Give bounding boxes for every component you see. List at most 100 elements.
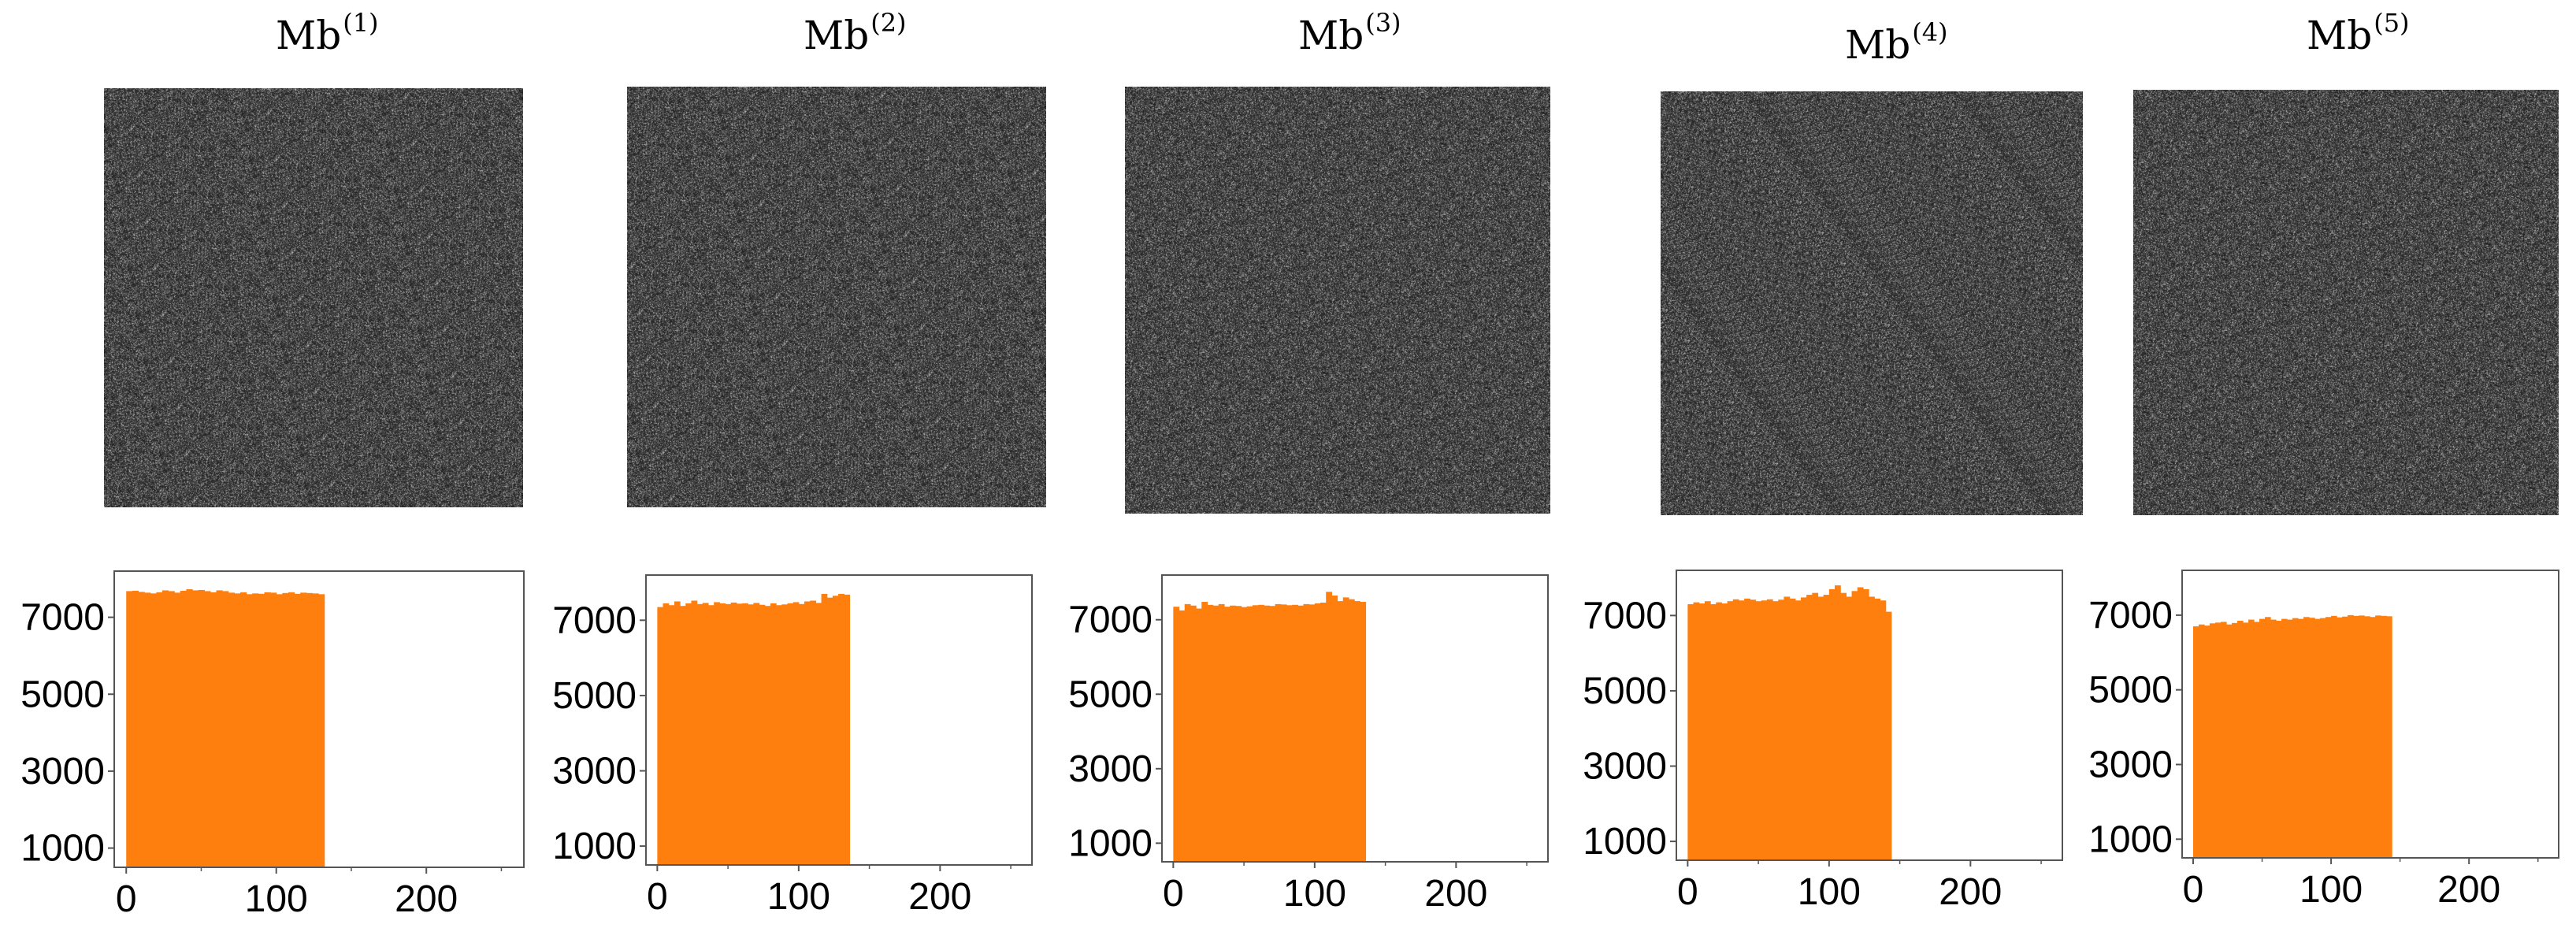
histogram-bar — [826, 597, 833, 865]
histogram-bar — [2331, 615, 2337, 858]
histogram-bar — [2287, 619, 2293, 858]
histogram-bar — [1761, 600, 1768, 860]
histogram-bar — [222, 591, 229, 867]
histogram-bar — [1738, 600, 1745, 860]
histogram-bar — [1246, 606, 1253, 862]
histogram-bar — [2337, 617, 2343, 858]
histogram-bar — [2254, 622, 2260, 858]
x-tick-label: 0 — [1677, 871, 1698, 913]
histogram-bar — [804, 601, 811, 865]
histogram-bar — [312, 593, 319, 867]
histogram-bar — [781, 604, 789, 865]
histogram-bar — [276, 594, 283, 867]
panel-title-1: Mb(1) — [276, 8, 379, 58]
panel-title-2: Mb(2) — [804, 8, 907, 58]
noise-texture — [104, 88, 523, 507]
histogram-bar — [1766, 599, 1773, 860]
histogram-bar — [270, 592, 277, 867]
histogram-bar — [1755, 601, 1762, 860]
histogram-bar — [1241, 607, 1248, 862]
histogram-bar — [258, 593, 265, 867]
histogram-bar — [714, 602, 720, 865]
plot-frame — [113, 570, 525, 868]
histogram-bar — [1800, 597, 1807, 860]
histogram-bar — [691, 600, 698, 865]
histogram-bar — [776, 605, 782, 865]
histogram-bar — [1880, 600, 1887, 860]
histogram-bar — [2259, 618, 2266, 858]
histogram-bar — [2325, 617, 2332, 858]
histogram-bar — [2359, 615, 2365, 858]
histogram-bar — [707, 605, 715, 865]
histogram-bar — [663, 603, 670, 865]
histogram-bar — [1331, 596, 1338, 862]
histogram-bar — [264, 592, 271, 867]
histogram-bar — [2215, 622, 2222, 858]
histogram-bar — [1693, 602, 1700, 860]
x-tick-label: 200 — [908, 876, 971, 918]
histogram-bar — [680, 606, 686, 865]
histogram-bar — [821, 593, 828, 865]
histogram-bar — [1320, 602, 1327, 862]
y-tick-label: 3000 — [2088, 744, 2173, 785]
y-tick-label: 1000 — [552, 826, 637, 867]
histogram-bar — [685, 603, 692, 865]
histogram-bar — [1823, 595, 1830, 860]
histogram-bar — [832, 596, 839, 865]
histogram-bar — [2320, 618, 2326, 858]
noise-texture — [2133, 90, 2559, 515]
histogram-bar — [2370, 617, 2376, 858]
histogram-bar — [1275, 603, 1282, 862]
histogram-bar — [844, 594, 851, 865]
plot-frame — [1161, 574, 1549, 863]
histogram-bar — [725, 603, 732, 865]
histogram-bar — [2348, 614, 2354, 858]
histogram-bar — [144, 592, 151, 867]
histogram-bar — [2309, 618, 2315, 858]
histogram-bar — [150, 593, 157, 867]
histogram-bar — [168, 591, 175, 867]
histogram-bar — [282, 592, 289, 867]
noise-texture — [1661, 91, 2083, 515]
histogram-bar — [764, 606, 771, 865]
histogram-bar — [2270, 619, 2277, 858]
histogram-bar — [2193, 626, 2199, 858]
plot-frame — [2181, 570, 2559, 859]
histogram-bar — [770, 603, 777, 865]
histogram-bar — [1698, 603, 1706, 860]
histogram-bar — [1303, 603, 1310, 862]
histogram-bar — [1223, 607, 1230, 862]
histogram-bar — [1207, 604, 1214, 862]
histogram-bar — [1846, 596, 1853, 860]
histogram-bar — [126, 591, 133, 867]
plot-frame — [645, 574, 1033, 866]
y-tick-label: 5000 — [20, 674, 105, 715]
histogram-bar — [1784, 596, 1791, 860]
histogram-bar — [742, 603, 748, 865]
histogram-bar — [252, 593, 259, 867]
histogram-bar — [1750, 599, 1757, 860]
histogram-bar — [1308, 604, 1316, 862]
histogram-bar — [1817, 596, 1824, 860]
y-tick-label: 7000 — [1068, 599, 1153, 641]
panel-title-3: Mb(3) — [1298, 8, 1401, 58]
histogram-bar — [2375, 615, 2381, 858]
histogram-bar — [696, 603, 703, 865]
histogram-bar — [1828, 588, 1835, 860]
histogram-bar — [1342, 597, 1349, 862]
histogram-bar — [1806, 595, 1813, 860]
histogram-bar — [1230, 605, 1236, 862]
histogram-bar — [2243, 622, 2249, 858]
histogram-bar — [234, 593, 241, 867]
histogram-bar — [1812, 592, 1819, 860]
y-tick-label: 3000 — [20, 751, 105, 792]
histogram-bar — [1292, 604, 1298, 862]
histogram-bar — [838, 593, 844, 865]
histogram-bar — [1795, 600, 1802, 860]
histogram-bar — [1297, 605, 1305, 862]
noise-image-2 — [627, 87, 1046, 507]
histogram-bar — [198, 589, 205, 867]
histogram-bar — [2381, 615, 2387, 858]
y-tick-label: 7000 — [1583, 595, 1667, 637]
histogram-bar — [2204, 625, 2210, 858]
